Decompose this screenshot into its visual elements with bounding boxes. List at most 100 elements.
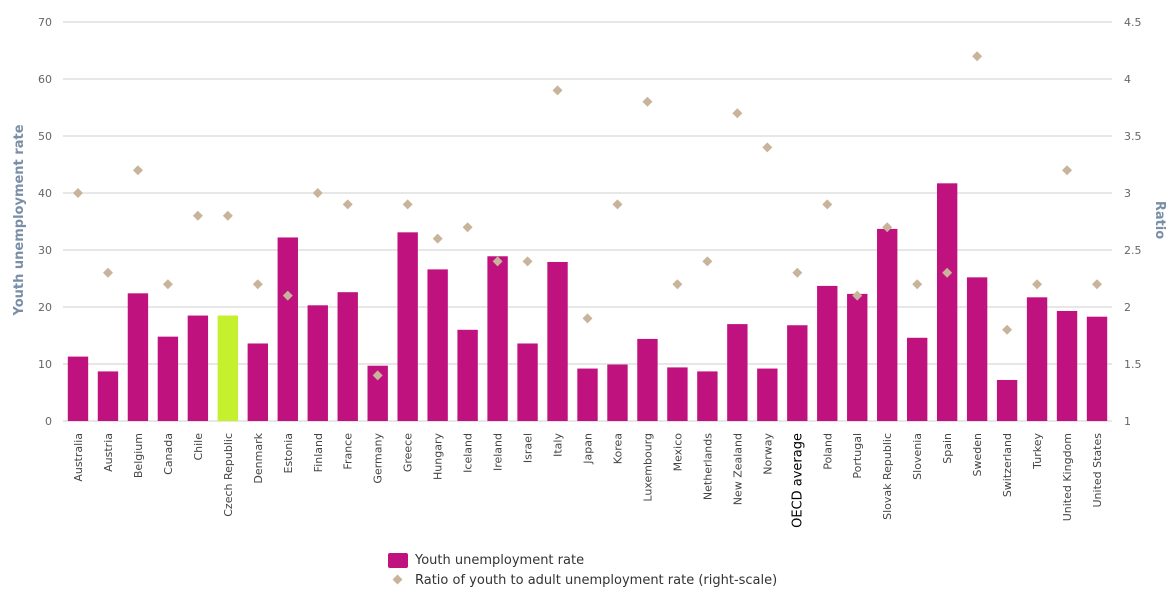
bar-germany (367, 365, 388, 421)
ratio-point-united-kingdom (1062, 165, 1073, 176)
bar-united-kingdom (1056, 310, 1078, 421)
bar-france (337, 292, 358, 421)
category-label: United Kingdom (1061, 433, 1074, 521)
category-label: Slovak Republic (881, 433, 894, 520)
ratio-point-hungary (432, 233, 443, 244)
category-label: Italy (552, 433, 565, 457)
category-label: Slovenia (911, 433, 924, 480)
right-tick-label: 3.5 (1124, 130, 1142, 143)
left-tick-label: 60 (38, 73, 52, 86)
ratio-point-france (342, 199, 353, 210)
bar-spain (936, 183, 958, 421)
ratio-point-mexico (672, 279, 683, 290)
ratio-point-israel (522, 256, 533, 267)
legend-bar-swatch (388, 552, 408, 568)
category-label: Iceland (462, 433, 475, 473)
bar-series (67, 183, 1108, 421)
bar-denmark (247, 343, 269, 421)
legend: Youth unemployment rate Ratio of youth t… (388, 550, 777, 590)
bar-chile (187, 315, 209, 421)
ratio-point-spain (942, 267, 953, 278)
right-tick-label: 4.5 (1124, 16, 1142, 29)
left-tick-label: 70 (38, 16, 52, 29)
category-label: Norway (761, 433, 774, 475)
category-label: Korea (611, 433, 624, 464)
ratio-point-germany (372, 370, 383, 381)
category-label: Israel (522, 433, 535, 463)
ratio-point-united-states (1092, 279, 1103, 290)
legend-item-youth-rate[interactable]: Youth unemployment rate (388, 550, 777, 570)
bar-sweden (966, 277, 988, 421)
bar-greece (397, 232, 418, 421)
ratio-point-czech-republic (222, 210, 233, 221)
ratio-point-switzerland (1002, 324, 1013, 335)
y2-axis-title: Ratio (1152, 201, 1167, 239)
category-label: Australia (72, 433, 85, 482)
ratio-point-canada (162, 279, 173, 290)
legend-diamond-swatch (388, 573, 408, 588)
right-tick-label: 1.5 (1124, 358, 1142, 371)
right-axis-ticks: 1 1.5 2 2.5 3 3.5 4 4.5 (1124, 16, 1142, 428)
ratio-point-iceland (462, 222, 473, 233)
ratio-point-korea (612, 199, 623, 210)
right-tick-label: 4 (1124, 73, 1131, 86)
ratio-point-turkey (1032, 279, 1043, 290)
bar-united-states (1086, 316, 1108, 421)
category-label: New Zealand (731, 433, 744, 505)
left-tick-label: 50 (38, 130, 52, 143)
bar-hungary (427, 269, 448, 421)
bar-poland (817, 285, 838, 421)
bar-italy (547, 261, 568, 421)
bar-estonia (277, 237, 298, 421)
ratio-point-denmark (252, 279, 263, 290)
bar-israel (517, 343, 538, 421)
ratio-point-sweden (972, 51, 983, 62)
bar-slovak-republic (877, 228, 898, 421)
category-label: Chile (192, 433, 205, 461)
bar-korea (607, 364, 628, 421)
bar-canada (157, 336, 179, 421)
category-label: Germany (372, 433, 385, 484)
left-tick-label: 0 (45, 415, 52, 428)
category-label: Netherlands (701, 433, 714, 500)
bar-australia (67, 356, 89, 421)
bar-portugal (847, 293, 868, 421)
right-tick-label: 2 (1124, 301, 1131, 314)
bar-belgium (127, 293, 149, 421)
bar-norway (757, 368, 778, 421)
ratio-point-norway (762, 142, 773, 153)
bar-switzerland (996, 379, 1018, 421)
category-label: Belgium (132, 433, 145, 478)
left-tick-label: 40 (38, 187, 52, 200)
right-tick-label: 3 (1124, 187, 1131, 200)
bar-slovenia (906, 337, 928, 421)
ratio-point-italy (552, 85, 563, 96)
ratio-point-australia (72, 188, 83, 198)
category-label: Hungary (432, 433, 445, 480)
bar-luxembourg (637, 338, 658, 421)
ratio-point-japan (582, 313, 593, 324)
ratio-point-austria (102, 267, 113, 278)
ratio-point-estonia (282, 290, 293, 301)
category-label: Mexico (671, 433, 684, 472)
bar-ireland (487, 256, 508, 421)
ratio-point-chile (192, 210, 203, 221)
legend-item-ratio[interactable]: Ratio of youth to adult unemployment rat… (388, 570, 777, 590)
bar-japan (577, 368, 598, 421)
ratio-point-slovenia (912, 279, 923, 290)
category-label: Ireland (492, 433, 505, 471)
bar-mexico (667, 367, 688, 421)
category-label: Japan (582, 433, 595, 465)
category-label: Luxembourg (641, 433, 654, 502)
category-label: Switzerland (1001, 433, 1014, 497)
ratio-point-new-zealand (732, 108, 743, 119)
ratio-point-netherlands (702, 256, 713, 267)
category-labels: Australia Austria Belgium Canada Chile Czech … (72, 432, 1104, 528)
right-tick-label: 1 (1124, 415, 1131, 428)
left-axis-ticks: 0 10 20 30 40 50 60 70 (38, 16, 52, 428)
ratio-point-finland (312, 188, 323, 198)
left-tick-label: 30 (38, 244, 52, 257)
ratio-point-ireland (492, 256, 503, 267)
category-label: Turkey (1031, 433, 1044, 470)
